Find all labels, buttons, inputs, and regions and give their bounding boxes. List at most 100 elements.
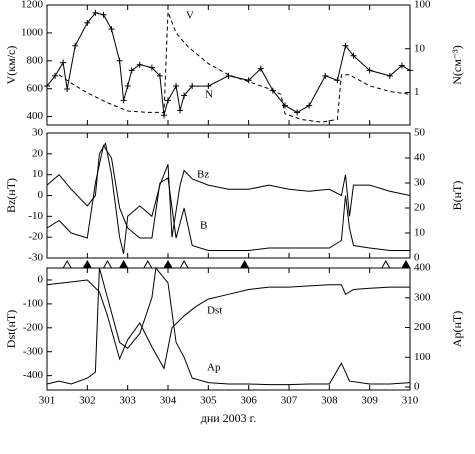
y-tick-label: 20 — [32, 147, 44, 159]
cross-marker — [294, 109, 301, 116]
event-triangle — [82, 259, 93, 269]
y2-tick-label: 1 — [414, 86, 420, 98]
cross-marker — [306, 102, 313, 109]
cross-marker — [225, 72, 232, 79]
cross-marker — [386, 72, 393, 79]
y2-tick-label: 20 — [414, 202, 426, 214]
x-axis-label: дни 2003 г. — [201, 411, 257, 425]
y-tick-label: 0 — [38, 189, 44, 201]
y-tick-label: 1200 — [21, 0, 44, 11]
x-tick-label: 308 — [321, 395, 338, 407]
plot-frame — [46, 267, 411, 391]
event-triangle — [102, 259, 113, 269]
y2-axis-label: N(см⁻³) — [450, 45, 464, 85]
cross-marker — [189, 83, 196, 90]
cross-marker — [120, 97, 127, 104]
series-label: N — [205, 89, 213, 101]
cross-marker — [136, 61, 143, 68]
cross-marker — [398, 62, 405, 69]
plot-frame — [46, 4, 411, 126]
cross-marker — [342, 42, 349, 49]
y2-tick-label: 100 — [414, 0, 431, 11]
y-tick-label: -10 — [28, 210, 43, 222]
event-triangle — [179, 259, 189, 269]
cross-marker — [124, 83, 131, 90]
cross-marker — [92, 9, 99, 16]
y-tick-label: -300 — [23, 345, 44, 357]
y-tick-label: -100 — [23, 297, 44, 309]
cross-marker — [177, 107, 184, 114]
series-label: B — [200, 220, 207, 232]
series-line — [46, 266, 411, 386]
x-tick-label: 307 — [281, 395, 298, 407]
cross-marker — [128, 67, 135, 74]
event-triangle — [163, 259, 173, 269]
y2-tick-label: 40 — [414, 152, 426, 164]
y-tick-label: 10 — [32, 168, 44, 180]
cross-marker — [205, 83, 212, 90]
y2-tick-label: 200 — [414, 321, 431, 333]
y-axis-label: Bz(нТ) — [4, 178, 18, 213]
y-tick-label: 30 — [32, 127, 44, 139]
cross-marker — [407, 67, 413, 74]
cross-marker — [108, 26, 115, 33]
cross-marker — [116, 57, 123, 64]
cross-marker — [64, 85, 71, 92]
cross-marker — [160, 112, 167, 119]
plot-frame — [46, 132, 411, 259]
cross-marker — [100, 11, 107, 18]
x-tick-label: 306 — [240, 395, 257, 407]
y-tick-label: 600 — [27, 82, 44, 94]
y-axis-label: V(км/с) — [4, 46, 18, 85]
cross-marker — [84, 19, 91, 26]
event-triangle — [62, 259, 73, 269]
cross-marker — [156, 72, 163, 79]
series-line — [46, 279, 410, 370]
cross-marker — [165, 97, 171, 104]
series-label: V — [186, 10, 194, 22]
y2-axis-label: Ap(нТ) — [450, 311, 464, 347]
x-tick-label: 302 — [79, 395, 96, 407]
y2-tick-label: 100 — [414, 351, 431, 363]
x-tick-label: 310 — [402, 395, 419, 407]
x-tick-label: 303 — [119, 395, 136, 407]
cross-marker — [334, 77, 341, 84]
y-tick-label: 1000 — [21, 26, 44, 38]
y2-tick-label: 30 — [414, 177, 426, 189]
event-triangle — [239, 259, 250, 269]
series-label: Dst — [207, 305, 222, 317]
y2-tick-label: 400 — [414, 262, 431, 274]
cross-marker — [322, 72, 329, 79]
cross-marker — [52, 72, 59, 79]
x-tick-label: 305 — [200, 395, 217, 407]
cross-marker — [173, 83, 180, 90]
cross-marker — [245, 77, 252, 84]
y-tick-label: 800 — [27, 54, 44, 66]
cross-marker — [44, 83, 50, 90]
y2-tick-label: 0 — [414, 381, 420, 393]
cross-marker — [72, 42, 79, 49]
y-tick-label: -20 — [28, 231, 43, 243]
x-tick-label: 301 — [39, 395, 56, 407]
series-label: Ap — [207, 362, 221, 374]
x-tick-label: 304 — [160, 395, 177, 407]
event-triangle — [118, 259, 129, 269]
y-tick-label: 0 — [38, 273, 44, 285]
y-tick-label: 400 — [27, 110, 44, 122]
y2-axis-label: B(нТ) — [450, 181, 464, 211]
y2-tick-label: 10 — [414, 42, 426, 54]
cross-marker — [366, 67, 373, 74]
series-line — [46, 142, 411, 254]
y-tick-label: -200 — [23, 321, 44, 333]
y2-tick-label: 10 — [414, 227, 426, 239]
y-tick-label: -400 — [23, 369, 44, 381]
y2-tick-label: 300 — [414, 291, 431, 303]
cross-marker — [60, 59, 67, 66]
cross-marker — [148, 64, 155, 71]
event-triangle — [142, 259, 153, 269]
y-axis-label: Dst(нТ) — [4, 310, 18, 348]
cross-marker — [181, 92, 188, 99]
event-triangle — [401, 259, 411, 269]
x-tick-label: 309 — [361, 395, 378, 407]
